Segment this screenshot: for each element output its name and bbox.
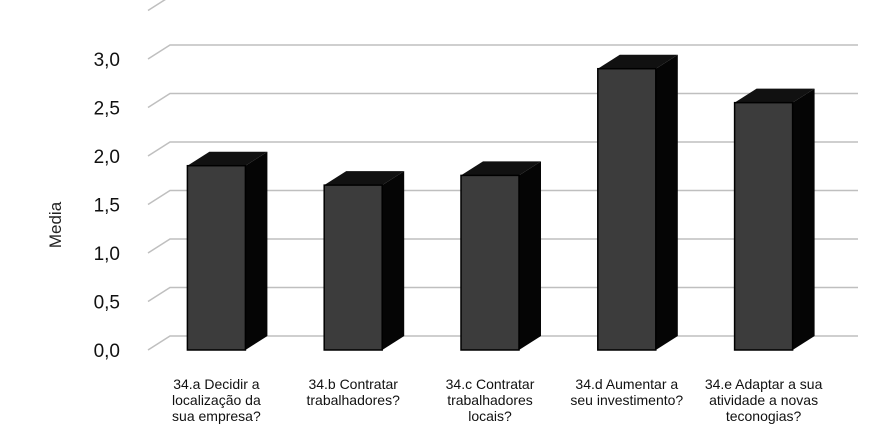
x-category-label: 34.c Contratar trabalhadores locais?: [446, 376, 535, 424]
x-category-label: 34.e Adaptar a sua atividade a novas tecon…: [705, 376, 823, 424]
bar: [186, 151, 268, 351]
bars: [186, 54, 815, 351]
bar-front: [186, 164, 247, 351]
y-tick-label: 2,0: [94, 147, 120, 168]
y-axis-label: Media: [46, 201, 65, 248]
bar-side: [245, 151, 268, 350]
bar-side: [792, 88, 815, 351]
x-axis-categories: 34.a Decidir a localização da sua empresa?…: [172, 376, 823, 424]
bar: [460, 161, 541, 351]
bar-top: [734, 88, 815, 103]
gridlines: [147, 0, 858, 351]
x-category-label: 34.d Aumentar a seu investimento?: [570, 376, 683, 408]
y-tick-label: 0,5: [94, 293, 120, 314]
y-tick-label: 3,0: [94, 50, 120, 71]
bar: [323, 171, 405, 351]
bar-top: [597, 54, 678, 69]
bar: [733, 88, 815, 351]
bar-top: [461, 161, 541, 176]
bar-side: [655, 54, 678, 350]
x-category-label: 34.b Contratar trabalhadores?: [306, 376, 400, 408]
y-axis-ticks: 0,0 0,5 1,0 1,5 2,0 2,5 3,0: [94, 50, 120, 362]
y-tick-label: 2,5: [94, 99, 120, 120]
bar-top: [324, 171, 405, 186]
y-tick-label: 0,0: [94, 341, 120, 362]
bar-side: [519, 161, 541, 350]
y-tick-label: 1,0: [94, 244, 120, 265]
bar-front: [460, 174, 520, 351]
bar: [597, 54, 678, 351]
gridline: [147, 44, 858, 60]
bar-front: [323, 184, 383, 351]
bar-side: [382, 171, 405, 350]
bar-front: [733, 101, 794, 351]
y-tick-label: 1,5: [94, 196, 120, 217]
x-category-label: 34.a Decidir a localização da sua empresa?: [172, 376, 261, 424]
bar-front: [597, 67, 657, 351]
bar-top: [187, 151, 268, 166]
gridline: [147, 0, 166, 12]
